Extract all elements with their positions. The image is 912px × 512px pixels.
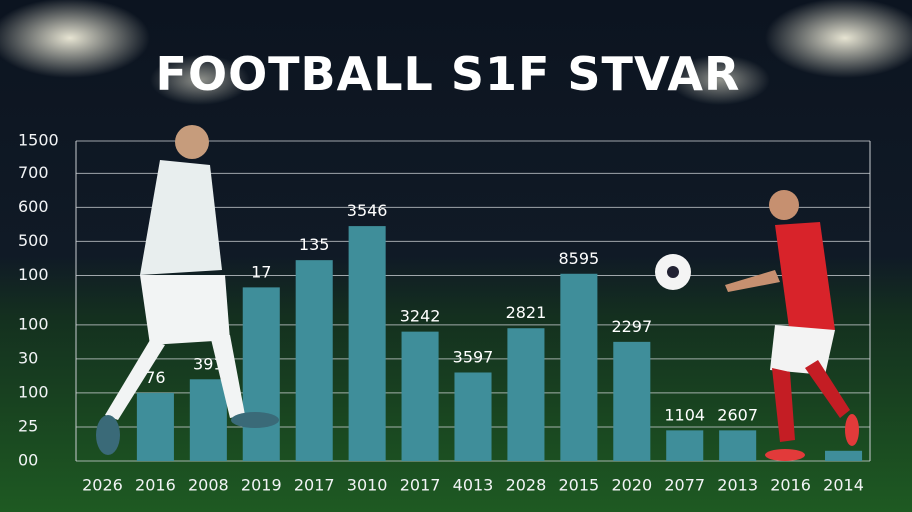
x-tick-label: 2013 [717, 476, 758, 495]
x-tick-label: 2017 [294, 476, 335, 495]
y-tick-label: 1500 [18, 131, 59, 150]
x-tick-label: 2016 [770, 476, 811, 495]
player-left [96, 125, 279, 455]
stadium-light [0, 0, 150, 78]
ball-patch [667, 266, 679, 278]
y-tick-label: 30 [18, 348, 38, 367]
bar-label: 3242 [400, 307, 441, 326]
bar [719, 430, 757, 461]
bar [295, 260, 333, 461]
bar [401, 331, 439, 461]
bar-label: 1104 [664, 405, 705, 424]
bar-label: 3597 [453, 347, 494, 366]
bar [507, 328, 545, 461]
bar-label: 135 [299, 235, 330, 254]
bar [825, 450, 863, 461]
bar [613, 341, 651, 461]
y-tick-label: 100 [18, 265, 49, 284]
bar [136, 392, 174, 461]
bar-label: 17 [251, 262, 271, 281]
bar [242, 287, 280, 461]
x-tick-label: 2020 [611, 476, 652, 495]
plot-area: 00 25 100 30 100 100 500 600 700 1500 2026 2016 2008… [18, 131, 871, 495]
y-tick-label: 500 [18, 231, 49, 250]
x-tick-label: 4013 [453, 476, 494, 495]
bar-label: 2607 [717, 405, 758, 424]
x-tick-label: 2028 [506, 476, 547, 495]
x-tick-label: 2077 [664, 476, 705, 495]
y-tick-label: 700 [18, 163, 49, 182]
bar-label: 8595 [559, 249, 600, 268]
y-tick-label: 25 [18, 416, 38, 435]
x-tick-label: 2015 [559, 476, 600, 495]
bar-label: 2821 [506, 303, 547, 322]
x-tick-label: 2017 [400, 476, 441, 495]
bar [189, 379, 227, 461]
stadium-light [765, 0, 912, 78]
bar [666, 430, 704, 461]
x-tick-label: 3010 [347, 476, 388, 495]
stadium-light [670, 55, 770, 105]
chart-title: FOOTBALL S1F STVAR [156, 47, 741, 101]
y-tick-label: 600 [18, 197, 49, 216]
x-tick-label: 2026 [82, 476, 123, 495]
y-tick-label: 100 [18, 382, 49, 401]
bar [454, 372, 492, 461]
x-tick-label: 2008 [188, 476, 229, 495]
bar [348, 226, 386, 461]
bar-label: 76 [145, 368, 165, 387]
stadium-light [150, 55, 250, 105]
x-tick-label: 2014 [823, 476, 864, 495]
y-tick-label: 100 [18, 314, 49, 333]
player-right [725, 190, 859, 461]
y-tick-label: 00 [18, 451, 38, 470]
bar [560, 273, 598, 461]
x-tick-label: 2019 [241, 476, 282, 495]
x-tick-label: 2016 [135, 476, 176, 495]
bar-label: 3546 [347, 201, 388, 220]
bar-label: 2297 [611, 317, 652, 336]
